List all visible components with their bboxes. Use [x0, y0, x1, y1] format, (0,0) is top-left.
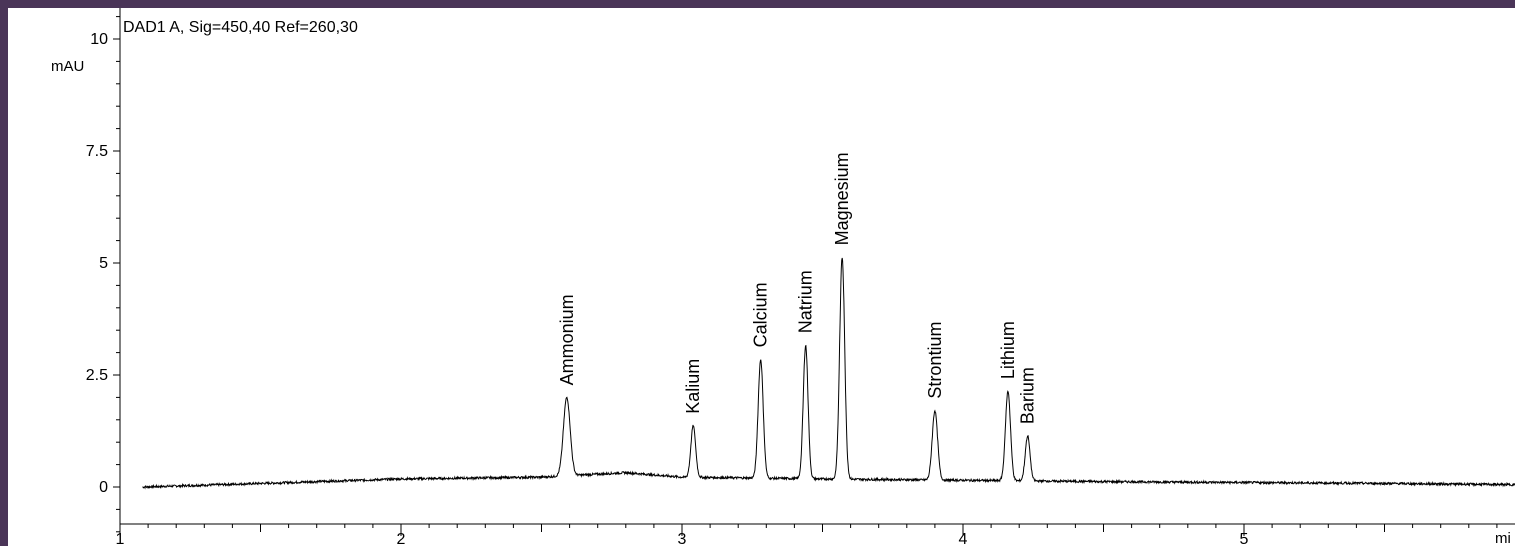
- x-tick-label: 3: [678, 531, 687, 546]
- peak-label: Strontium: [925, 322, 945, 399]
- chart-frame: DAD1 A, Sig=450,40 Ref=260,30 mAU mi 0 2.…: [8, 8, 1515, 546]
- y-tick-label: 5: [99, 255, 108, 272]
- trace-line: [142, 257, 1515, 490]
- x-tick-label: 1: [116, 531, 125, 546]
- chart-title: DAD1 A, Sig=450,40 Ref=260,30: [123, 19, 358, 36]
- peak-label: Magnesium: [832, 152, 852, 245]
- x-tick-label: 4: [959, 531, 968, 546]
- y-tick-label: 0: [99, 479, 108, 496]
- y-axis-unit-label: mAU: [51, 58, 84, 75]
- x-tick-label: 5: [1240, 531, 1249, 546]
- peak-label: Kalium: [683, 359, 703, 414]
- peak-label: Ammonium: [557, 294, 577, 385]
- x-tick-label: 2: [397, 531, 406, 546]
- y-tick-label: 2.5: [86, 367, 108, 384]
- peak-label: Calcium: [751, 282, 771, 347]
- peak-label: Lithium: [998, 321, 1018, 379]
- chromatogram-chart: DAD1 A, Sig=450,40 Ref=260,30 mAU mi 0 2.…: [51, 8, 1515, 546]
- peak-label: Barium: [1018, 367, 1038, 424]
- y-tick-label: 7.5: [86, 143, 108, 160]
- peak-labels: Ammonium Kalium Calcium Natrium Magnesium Str…: [557, 152, 1038, 424]
- y-tick-label: 10: [90, 31, 108, 48]
- trace: [142, 257, 1515, 490]
- x-axis-unit-label: mi: [1495, 530, 1511, 546]
- peak-label: Natrium: [796, 270, 816, 333]
